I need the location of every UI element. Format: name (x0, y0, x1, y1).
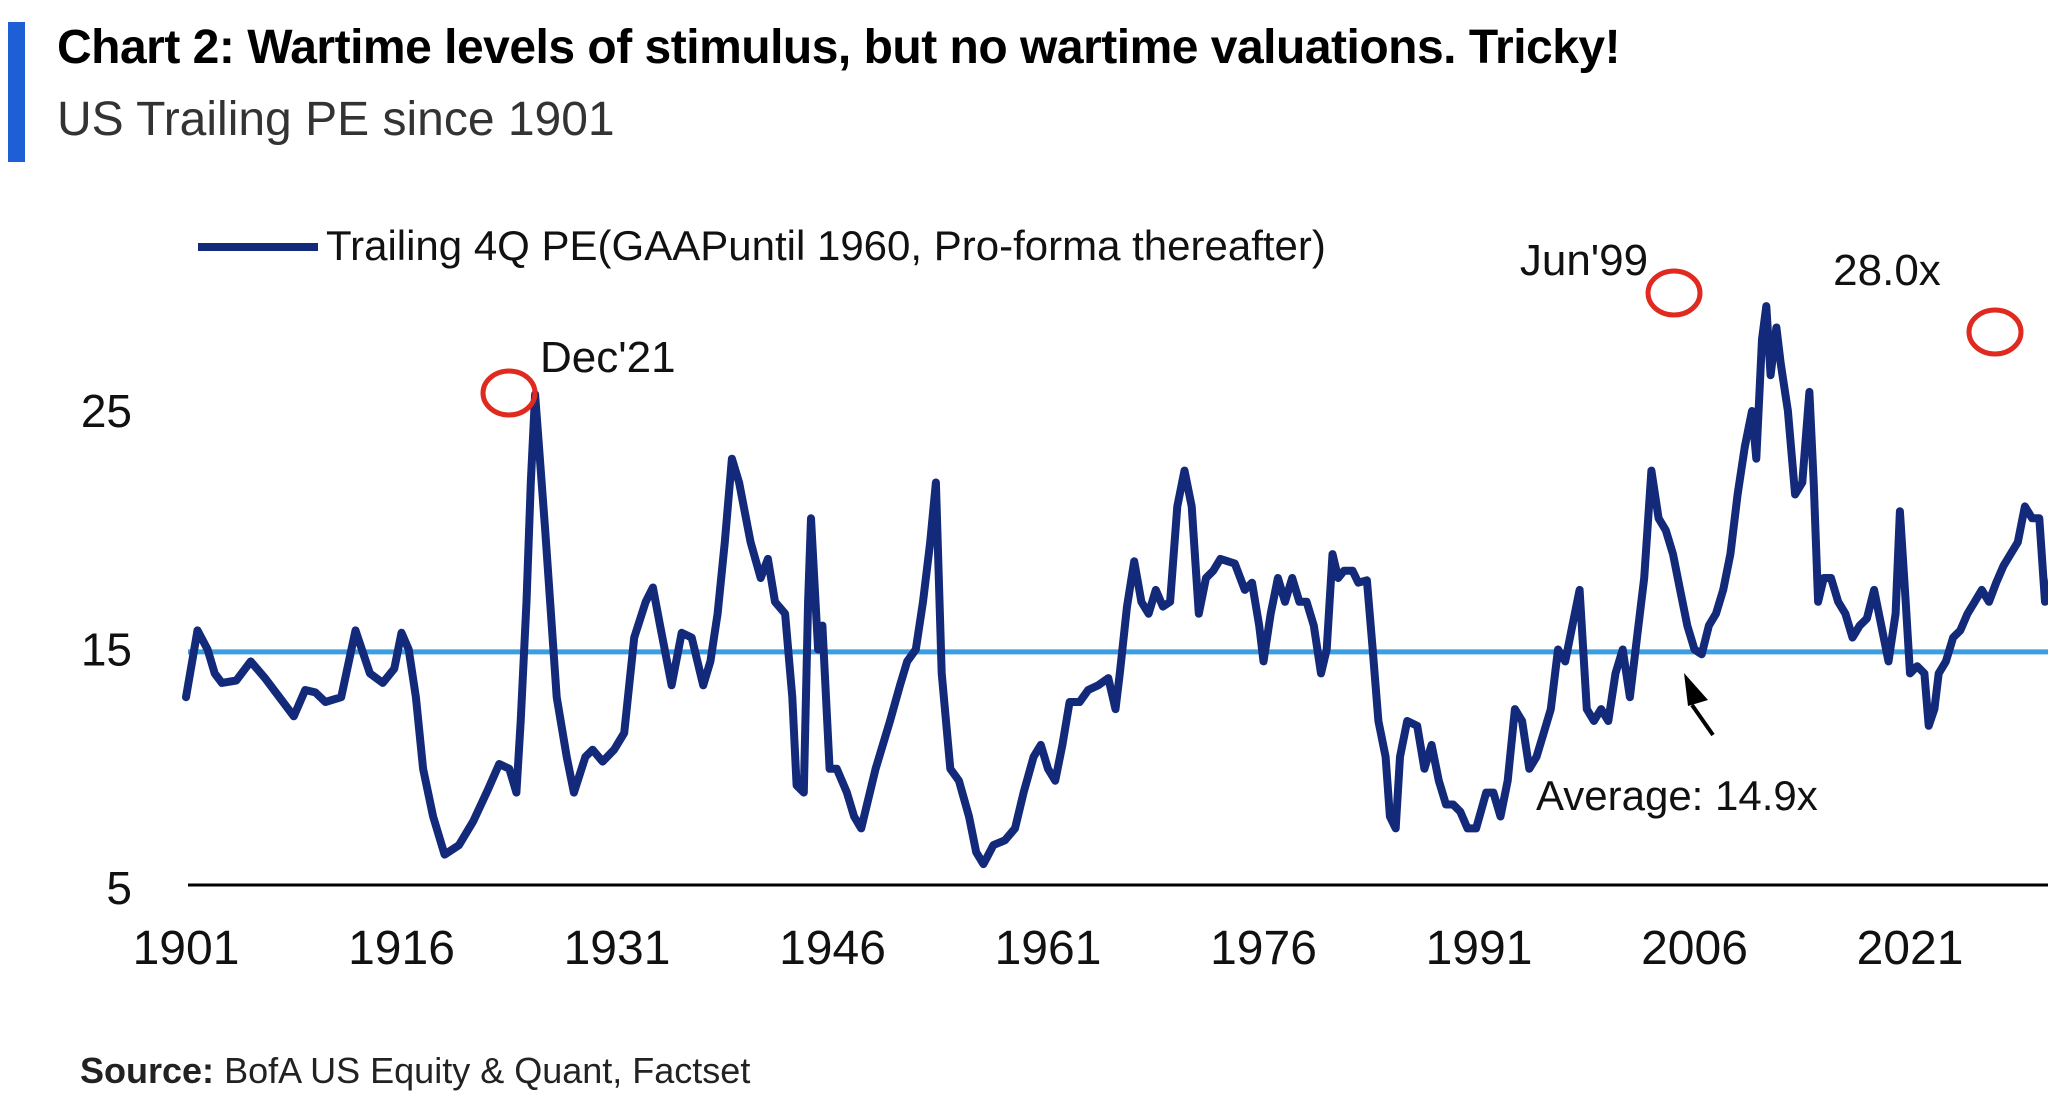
y-tick-label: 25 (81, 385, 132, 437)
annotation-label: Jun'99 (1520, 236, 1648, 285)
y-tick-label: 15 (81, 624, 132, 676)
source-text: BofA US Equity & Quant, Factset (224, 1050, 751, 1091)
x-tick-label: 1961 (995, 922, 1102, 975)
x-tick-label: 1901 (133, 922, 240, 975)
accent-bar (8, 22, 25, 162)
annotation-label: Dec'21 (540, 333, 676, 382)
x-tick-label: 1931 (564, 922, 671, 975)
legend: Trailing 4Q PE(GAAPuntil 1960, Pro-forma… (198, 222, 1326, 269)
pe-line-chart: 5 15 25 1901 1916 1931 1946 1961 1976 1991 2006 20… (81, 222, 2048, 975)
highlight-circle (480, 368, 538, 418)
arrow-pointer-icon (1684, 673, 1715, 737)
legend-label: Trailing 4Q PE(GAAPuntil 1960, Pro-forma… (326, 222, 1326, 269)
x-tick-label: 1916 (348, 922, 455, 975)
x-tick-label: 2021 (1857, 922, 1964, 975)
y-tick-label: 5 (106, 862, 132, 914)
x-tick-label: 1946 (779, 922, 886, 975)
annotation-label: 28.0x (1833, 246, 1941, 295)
series-line (182, 302, 2048, 869)
x-tick-label: 1976 (1210, 922, 1317, 975)
highlight-circle (1966, 307, 2024, 357)
chart-title: Chart 2: Wartime levels of stimulus, but… (57, 21, 1621, 74)
chart-subtitle: US Trailing PE since 1901 (57, 93, 615, 146)
x-tick-label: 2006 (1641, 922, 1748, 975)
source-label: Source: (80, 1050, 215, 1091)
x-tick-label: 1991 (1426, 922, 1533, 975)
highlight-circle (1645, 268, 1703, 318)
source-note: Source: BofA US Equity & Quant, Factset (80, 1050, 750, 1092)
average-label: Average: 14.9x (1536, 772, 1818, 819)
